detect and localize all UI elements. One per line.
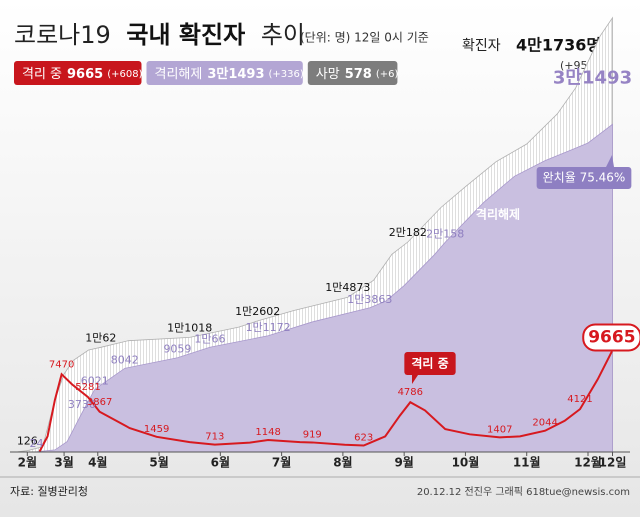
source: 자료: 질병관리청 (10, 485, 88, 498)
x-tick-label: 4월 (88, 455, 107, 470)
line (38, 350, 613, 452)
x-tick-label: 11월 (513, 455, 541, 470)
legend-item: 사망 578 (+6) (307, 61, 399, 85)
legend-value: 578 (345, 67, 372, 82)
isolating-callout: 격리 중 (404, 352, 456, 384)
data-label: 24 (30, 437, 44, 450)
data-label: 126 (17, 435, 38, 448)
legend-name: 격리해제 (154, 67, 202, 82)
legend-name: 사망 (316, 67, 340, 82)
x-tick-label: 5월 (149, 455, 168, 470)
legend-box (307, 61, 398, 85)
title-part: 추이 (261, 21, 305, 49)
data-label: 3867 (87, 397, 112, 408)
credit: 20.12.12 전진우 그래픽 618tue@newsis.com (417, 486, 630, 498)
legend-value: 9665 (67, 67, 103, 82)
legend-name: 격리 중 (22, 67, 62, 82)
legend-text: 사망 578 (+6) (316, 67, 399, 82)
x-tick-label: 9월 (394, 455, 413, 470)
x-tick-label: 3월 (54, 455, 73, 470)
annotation: 격리해제 (476, 207, 520, 222)
data-label: 5281 (75, 382, 100, 393)
legend-text: 격리해제 3만1493 (+336) (154, 66, 303, 82)
x-tick-label: 2월 (18, 455, 37, 470)
data-label: 1만1018 (167, 321, 212, 334)
legend-change: (+608) (107, 69, 142, 80)
data-label: 1만1172 (246, 321, 291, 334)
data-label: 1만3863 (347, 293, 392, 306)
callout-pointer (606, 155, 614, 167)
x-tick-label: 12월 (574, 455, 602, 470)
callout-pointer (412, 375, 418, 384)
callout-box (536, 167, 632, 189)
legend-box (146, 61, 303, 85)
data-label: 1407 (487, 424, 512, 435)
legend-value: 3만1493 (207, 66, 264, 82)
data-label: 2044 (532, 418, 557, 429)
data-label: 7470 (49, 359, 74, 370)
x-tick-label: 8월 (333, 455, 352, 470)
legend-box (14, 61, 142, 85)
data-label: 2만158 (426, 227, 464, 240)
legend-text: 격리 중 9665 (+608) (22, 67, 143, 82)
legend-change: (+336) (269, 69, 304, 80)
x-tick-label: 6월 (211, 455, 230, 470)
data-label: 3730 (68, 398, 96, 411)
chart-title: 코로나19 국내 확진자 추이 (14, 21, 305, 49)
data-label: 9059 (163, 343, 191, 356)
data-label: 6021 (81, 374, 109, 387)
title-part: 국내 확진자 (126, 21, 245, 49)
callout-box (404, 352, 456, 375)
subtitle: (단위: 명) 12일 0시 기준 (300, 31, 429, 45)
label-box (582, 323, 640, 352)
data-label: 1만66 (194, 332, 225, 345)
headline-value: 4만1736명 (516, 36, 601, 55)
data-label: 8042 (111, 353, 139, 366)
end-label: 9665 (582, 323, 640, 352)
data-label: 1148 (255, 427, 280, 438)
headline-label: 확진자 (462, 38, 501, 54)
legend-change: (+6) (376, 69, 399, 80)
annotation: 격리 중 (411, 356, 448, 371)
data-label: 3만1493 (553, 67, 632, 88)
data-label: 9665 (588, 327, 635, 347)
x-tick-label: 10월 (452, 455, 480, 470)
data-label: 1459 (144, 424, 169, 435)
legend-item: 격리 중 9665 (+608) (14, 61, 143, 85)
legend-item: 격리해제 3만1493 (+336) (146, 61, 304, 85)
data-label: 713 (205, 432, 224, 443)
x-tick-label: 12일 (599, 456, 627, 470)
data-label: 623 (354, 433, 373, 444)
data-label: 1만2602 (235, 305, 280, 318)
data-label: 4786 (398, 387, 423, 398)
plot: 126 1만62 1만1018 1만2602 1만4873 2만182 24 3730 6021… (17, 16, 640, 470)
title-part: 코로나19 (14, 21, 111, 49)
data-label: 919 (303, 429, 322, 440)
area (18, 123, 613, 453)
x-tick-label: 7월 (272, 455, 291, 470)
annotation: 완치율 75.46% (543, 171, 626, 185)
data-label: 1만4873 (325, 281, 370, 294)
data-label: 4121 (567, 394, 592, 405)
legend: 격리 중 9665 (+608) 격리해제 3만1493 (+336) 사망 578 (+6) (14, 61, 399, 85)
data-label: 2만182 (389, 226, 427, 239)
data-label: 1만62 (85, 331, 116, 344)
recovery-callout: 완치율 75.46% (536, 155, 632, 189)
